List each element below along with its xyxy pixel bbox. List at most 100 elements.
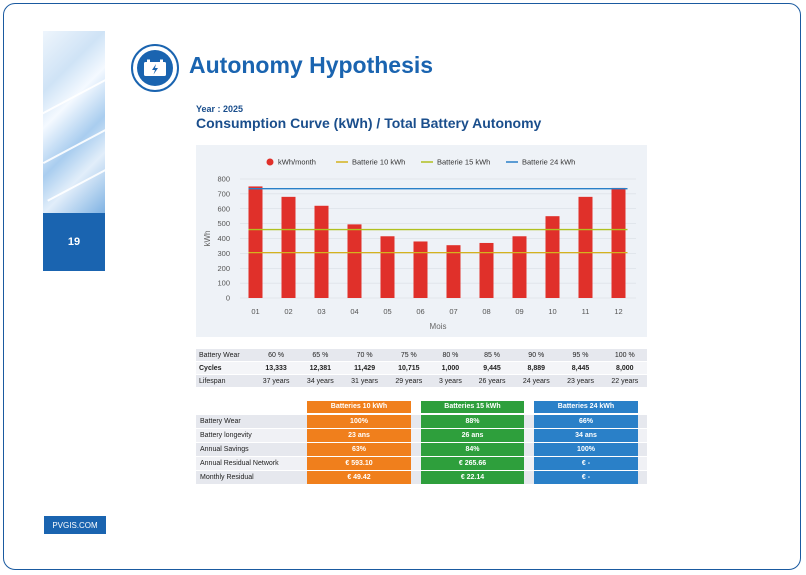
x-tick-label: 02 (284, 307, 292, 316)
wear-table-row: Lifespan 37 years 34 years 31 years 29 years… (196, 374, 647, 388)
bar (380, 236, 395, 298)
bar (248, 186, 263, 298)
bar (578, 196, 593, 298)
wear-cell: 24 years (514, 374, 559, 388)
comparison-cell: 100% (307, 415, 411, 428)
wear-cell: 13,333 (254, 361, 299, 375)
comparison-cell: 88% (421, 415, 524, 428)
wear-cell: 85 % (469, 349, 515, 362)
comparison-cell: 63% (307, 443, 411, 456)
wear-cell: 34 years (298, 374, 343, 388)
battery-bolt-icon (137, 50, 173, 86)
battery-wear-table: Battery Wear 60 % 65 % 70 % 75 % 80 % 85 % 90 %… (196, 349, 647, 388)
x-tick-label: 03 (317, 307, 325, 316)
wear-cell: 3 years (430, 374, 470, 388)
wear-cell: 80 % (430, 349, 470, 362)
battery-comparison-table: Batteries 10 kWh Batteries 15 kWh Batter… (196, 401, 647, 485)
y-tick-label: 100 (217, 279, 230, 288)
side-decorative-image (43, 31, 105, 213)
x-tick-label: 11 (582, 307, 590, 316)
header-battery-15: Batteries 15 kWh (421, 401, 524, 413)
y-tick-label: 500 (217, 219, 230, 228)
legend-label: kWh/month (278, 158, 316, 167)
bar (611, 187, 626, 298)
x-tick-label: 09 (515, 307, 523, 316)
bar (413, 241, 428, 298)
bar (545, 216, 560, 298)
comparison-cell: 84% (421, 443, 524, 456)
y-axis-label: kWh (203, 231, 212, 247)
y-tick-label: 0 (226, 294, 230, 303)
chart-subtitle: Consumption Curve (kWh) / Total Battery … (196, 115, 542, 131)
consumption-chart: 0 100 200 300 400 500 600 700 800 kWh 01 02 03 04 05 06… (196, 145, 647, 337)
wear-cell: 60 % (254, 349, 299, 362)
legend-marker (266, 158, 274, 166)
page-frame (3, 3, 801, 570)
y-tick-label: 700 (217, 189, 230, 198)
y-tick-label: 600 (217, 204, 230, 213)
title-icon-ring (131, 44, 179, 92)
wear-cell: 8,445 (558, 361, 603, 375)
y-tick-label: 800 (217, 175, 230, 184)
wear-cell: 9,445 (469, 361, 515, 375)
wear-table-row: Cycles 13,333 12,381 11,429 10,715 1,000 9,445… (196, 361, 647, 375)
wear-row-label: Lifespan (196, 374, 254, 388)
comparison-cell: € 265.66 (421, 457, 524, 470)
wear-cell: 100 % (602, 349, 647, 362)
wear-cell: 8,000 (602, 361, 647, 375)
wear-cell: 26 years (469, 374, 515, 388)
year-label: Year : 2025 (196, 104, 244, 114)
bar (446, 245, 461, 298)
bar (479, 242, 494, 298)
comparison-cell: € - (534, 471, 638, 484)
comparison-cell: € 49.42 (307, 471, 411, 484)
legend-label: Batterie 15 kWh (437, 158, 490, 167)
x-axis-label: Mois (430, 322, 447, 331)
header-battery-10: Batteries 10 kWh (307, 401, 411, 413)
wear-cell: 90 % (514, 349, 559, 362)
comparison-cell: 100% (534, 443, 638, 456)
wear-row-label: Cycles (196, 361, 254, 375)
x-tick-label: 07 (449, 307, 457, 316)
wear-cell: 8,889 (514, 361, 559, 375)
header-battery-24: Batteries 24 kWh (534, 401, 638, 413)
comparison-row: Annual Residual Network € 593.10 € 265.66 €… (196, 457, 647, 471)
wear-cell: 11,429 (342, 361, 387, 375)
brand-label[interactable]: PVGIS.COM (44, 516, 106, 534)
comparison-cell: € 593.10 (307, 457, 411, 470)
bar (314, 205, 329, 298)
comparison-header-row: Batteries 10 kWh Batteries 15 kWh Batter… (196, 401, 647, 415)
wear-cell: 37 years (254, 374, 299, 388)
y-tick-label: 300 (217, 249, 230, 258)
wear-cell: 1,000 (430, 361, 470, 375)
wear-cell: 12,381 (298, 361, 343, 375)
bar (281, 196, 296, 298)
wear-cell: 95 % (558, 349, 603, 362)
x-tick-label: 12 (614, 307, 622, 316)
wear-cell: 31 years (342, 374, 387, 388)
wear-cell: 23 years (558, 374, 603, 388)
y-tick-label: 200 (217, 264, 230, 273)
comparison-cell: 34 ans (534, 429, 638, 442)
bar (347, 224, 362, 298)
comparison-cell: 23 ans (307, 429, 411, 442)
page-number: 19 (43, 213, 105, 271)
x-tick-label: 10 (548, 307, 556, 316)
wear-cell: 29 years (386, 374, 431, 388)
comparison-row: Monthly Residual € 49.42 € 22.14 € - (196, 471, 647, 485)
legend-label: Batterie 24 kWh (522, 158, 575, 167)
y-tick-label: 400 (217, 234, 230, 243)
comparison-row: Battery Wear 100% 88% 66% (196, 415, 647, 429)
wear-cell: 75 % (386, 349, 431, 362)
comparison-row: Annual Savings 63% 84% 100% (196, 443, 647, 457)
bar (512, 236, 527, 298)
wear-cell: 22 years (602, 374, 647, 388)
legend-label: Batterie 10 kWh (352, 158, 405, 167)
x-tick-label: 08 (482, 307, 490, 316)
wear-cell: 70 % (342, 349, 387, 362)
comparison-cell: € - (534, 457, 638, 470)
x-tick-label: 01 (251, 307, 259, 316)
page-title: Autonomy Hypothesis (189, 52, 434, 78)
wear-cell: 65 % (298, 349, 343, 362)
chart-svg: 0 100 200 300 400 500 600 700 800 kWh 01 02 03 04 05 06… (203, 158, 636, 331)
